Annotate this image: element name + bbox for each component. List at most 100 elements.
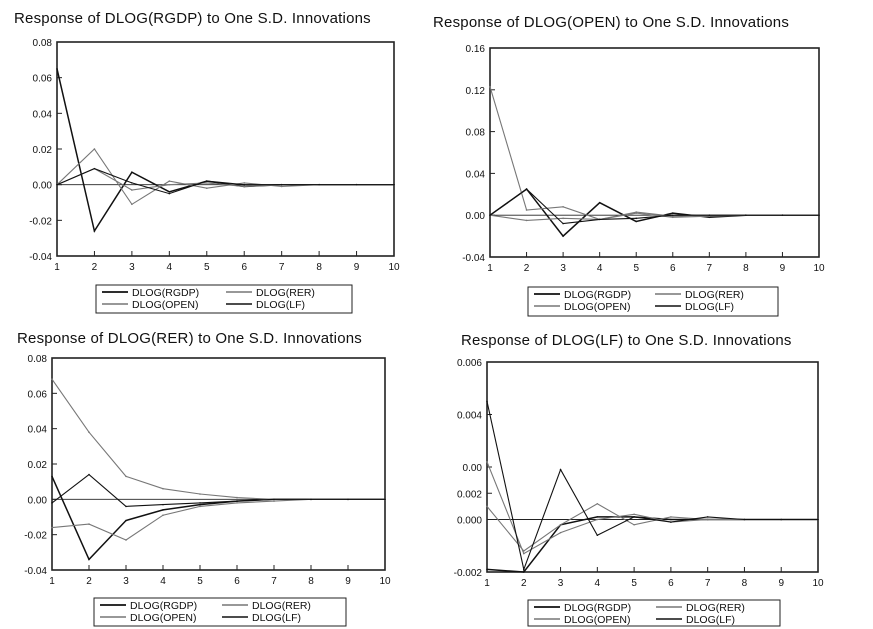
legend-label: DLOG(LF) — [686, 614, 735, 626]
y-tick-label: 0.000 — [457, 516, 482, 527]
x-tick-label: 7 — [279, 262, 285, 273]
legend: DLOG(RGDP) DLOG(RER) DLOG(OPEN) DLOG(LF) — [93, 597, 347, 627]
data-point — [522, 568, 525, 571]
legend-label: DLOG(RGDP) — [132, 287, 199, 299]
series-line-dlogopen — [56, 167, 394, 191]
legend-label: DLOG(RER) — [685, 289, 744, 301]
data-point — [125, 475, 127, 478]
plot-frame — [56, 41, 395, 257]
data-point — [522, 552, 525, 555]
data-point — [562, 222, 564, 225]
data-point — [596, 518, 599, 521]
data-point — [489, 214, 491, 216]
legend-frame — [527, 286, 779, 317]
legend-label: DLOG(OPEN) — [132, 299, 199, 311]
data-point — [559, 531, 562, 534]
chart-title: Response of DLOG(OPEN) to One S.D. Innov… — [433, 14, 790, 31]
data-point — [562, 235, 564, 237]
x-tick-label: 8 — [743, 263, 749, 274]
x-tick-label: 8 — [742, 578, 748, 589]
data-point — [745, 214, 747, 216]
data-point — [318, 183, 320, 186]
data-point — [131, 171, 133, 173]
x-tick-label: 6 — [241, 262, 247, 273]
series-line-dlogopen — [486, 461, 818, 555]
data-point — [236, 500, 238, 502]
data-point — [486, 505, 488, 508]
x-tick-label: 8 — [316, 262, 322, 273]
legend-frame — [95, 284, 353, 314]
y-tick-label: -0.02 — [24, 531, 47, 542]
data-point — [199, 503, 201, 506]
x-tick-label: 8 — [308, 576, 314, 587]
data-point — [88, 431, 90, 434]
chart-1: 0.16 0.12 0.08 0.04 0.00 -0.041 2 3 4 5 6 7 8 9 10 DLOG… — [462, 44, 825, 317]
data-point — [525, 219, 528, 222]
series-line-dlogrer — [51, 378, 385, 500]
data-point — [562, 206, 564, 208]
x-tick-label: 2 — [521, 578, 527, 589]
y-tick-label: 0.00 — [466, 211, 486, 222]
data-point — [818, 214, 820, 216]
y-tick-label: 0.002 — [457, 489, 482, 500]
legend-label: DLOG(LF) — [252, 612, 301, 624]
data-point — [280, 185, 283, 188]
data-point — [93, 230, 96, 232]
data-point — [273, 500, 275, 502]
y-tick-label: -0.02 — [29, 216, 52, 227]
x-tick-label: 3 — [558, 578, 564, 589]
y-tick-label: 0.006 — [457, 358, 482, 369]
data-point — [162, 487, 164, 490]
y-tick-label: 0.00 — [33, 181, 53, 192]
y-tick-label: 0.12 — [466, 86, 486, 97]
x-tick-label: 4 — [595, 578, 601, 589]
y-tick-label: 0.02 — [33, 145, 53, 156]
legend-label: DLOG(OPEN) — [564, 614, 631, 626]
legend-frame — [93, 597, 347, 627]
x-tick-label: 9 — [780, 263, 786, 274]
chart-0: 0.08 0.06 0.04 0.02 0.00 -0.02 -0.041 2 3 4 5 6 7 8 9 1… — [29, 38, 400, 314]
data-point — [88, 523, 90, 525]
y-tick-label: 0.08 — [466, 128, 486, 139]
data-point — [131, 182, 133, 184]
x-tick-label: 6 — [670, 263, 676, 274]
x-tick-label: 3 — [123, 576, 129, 587]
x-tick-label: 7 — [271, 576, 277, 587]
y-tick-label: 0.08 — [33, 38, 53, 49]
x-tick-label: 5 — [633, 263, 639, 274]
x-tick-label: 5 — [631, 578, 637, 589]
x-tick-label: 4 — [597, 263, 603, 274]
series-line-dlogopen — [51, 498, 385, 541]
x-tick-label: 6 — [668, 578, 674, 589]
chart-title: Response of DLOG(LF) to One S.D. Innovat… — [461, 332, 792, 349]
data-point — [522, 571, 525, 573]
x-tick-label: 10 — [812, 578, 824, 589]
x-tick-label: 9 — [778, 578, 784, 589]
y-tick-label: 0.00 — [463, 463, 483, 474]
x-tick-label: 4 — [160, 576, 166, 587]
data-point — [596, 516, 599, 518]
legend: DLOG(RGDP) DLOG(RER) DLOG(OPEN) DLOG(LF) — [527, 599, 781, 627]
y-tick-label: 0.06 — [33, 74, 53, 85]
series-line-dloglf — [489, 188, 819, 225]
data-point — [162, 509, 164, 511]
data-point — [562, 217, 564, 220]
legend-frame — [527, 599, 781, 627]
data-point — [125, 505, 127, 508]
data-point — [635, 217, 638, 220]
data-point — [671, 212, 674, 214]
data-point — [347, 498, 349, 501]
plot-frame — [489, 47, 820, 258]
x-tick-label: 5 — [204, 262, 210, 273]
data-point — [486, 460, 488, 463]
data-point — [243, 185, 246, 188]
legend-label: DLOG(RER) — [252, 600, 311, 612]
series-line-dlogopen — [489, 86, 819, 220]
data-point — [162, 514, 164, 517]
data-point — [706, 516, 709, 518]
data-point — [51, 502, 53, 504]
data-point — [706, 518, 709, 521]
legend: DLOG(RGDP) DLOG(RER) DLOG(OPEN) DLOG(LF) — [95, 284, 353, 314]
data-point — [525, 188, 528, 190]
